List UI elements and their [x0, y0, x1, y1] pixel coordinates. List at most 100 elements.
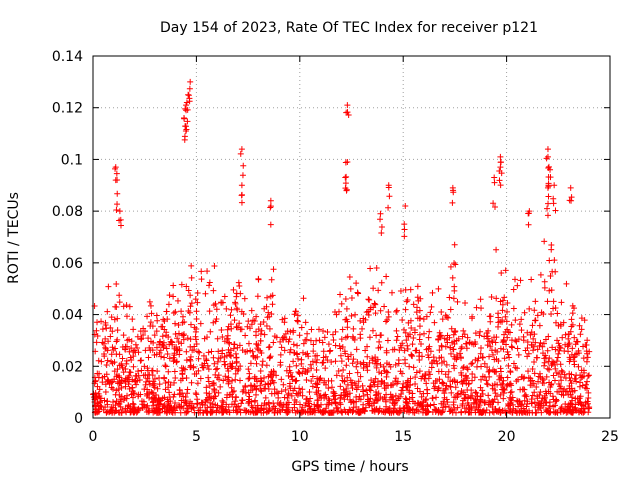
- data-point: [137, 336, 144, 343]
- data-point: [197, 375, 204, 382]
- data-point: [171, 379, 178, 386]
- data-point: [574, 395, 581, 402]
- data-point: [552, 398, 559, 405]
- data-point: [147, 319, 154, 326]
- data-point: [522, 391, 529, 398]
- data-point: [360, 319, 367, 326]
- data-point: [285, 372, 292, 379]
- data-point: [438, 359, 445, 366]
- data-point: [151, 384, 158, 391]
- data-point: [246, 393, 253, 400]
- data-point: [434, 360, 441, 367]
- data-point: [257, 375, 264, 382]
- data-point: [257, 382, 264, 389]
- data-point: [501, 355, 508, 362]
- data-point: [586, 372, 593, 379]
- data-point: [373, 405, 380, 412]
- data-point: [291, 397, 298, 404]
- data-point: [269, 301, 276, 308]
- data-point: [377, 307, 384, 314]
- data-point: [403, 298, 410, 305]
- data-point: [249, 386, 256, 393]
- data-point: [322, 365, 329, 372]
- data-point: [323, 405, 330, 412]
- data-point: [93, 327, 100, 334]
- data-point: [402, 395, 409, 402]
- data-point: [320, 354, 327, 361]
- data-point: [452, 261, 459, 268]
- data-point: [479, 373, 486, 380]
- data-point: [290, 327, 297, 334]
- data-point: [393, 308, 400, 315]
- data-point: [180, 393, 187, 400]
- data-point: [504, 381, 511, 388]
- data-point: [498, 170, 505, 177]
- data-point: [378, 370, 385, 377]
- data-point: [309, 358, 316, 365]
- data-point: [107, 324, 114, 331]
- data-point: [252, 409, 259, 416]
- data-point: [237, 363, 244, 370]
- data-point: [384, 369, 391, 376]
- data-point: [520, 405, 527, 412]
- data-point: [477, 384, 484, 391]
- data-point: [451, 287, 458, 294]
- data-point: [516, 321, 523, 328]
- data-point: [418, 393, 425, 400]
- data-point: [129, 316, 136, 323]
- data-point: [439, 316, 446, 323]
- data-point: [147, 302, 154, 309]
- data-point: [547, 174, 554, 181]
- data-point: [493, 246, 500, 253]
- data-point: [367, 387, 374, 394]
- data-point: [377, 210, 384, 217]
- x-tick-label: 15: [394, 429, 412, 445]
- data-point: [493, 368, 500, 375]
- data-point: [268, 276, 275, 283]
- data-point: [127, 354, 134, 361]
- data-point: [128, 345, 135, 352]
- data-point: [355, 408, 362, 415]
- data-point: [442, 371, 449, 378]
- data-point: [586, 348, 593, 355]
- data-point: [189, 347, 196, 354]
- data-point: [472, 330, 479, 337]
- data-point: [500, 377, 507, 384]
- data-point: [381, 367, 388, 374]
- data-point: [545, 358, 552, 365]
- data-point: [367, 265, 374, 272]
- data-point: [429, 395, 436, 402]
- data-point: [464, 366, 471, 373]
- data-point: [251, 382, 258, 389]
- data-point: [292, 308, 299, 315]
- data-point: [277, 338, 284, 345]
- data-point: [372, 310, 379, 317]
- data-point: [245, 366, 252, 373]
- data-point: [504, 300, 511, 307]
- data-point: [354, 359, 361, 366]
- data-point: [159, 341, 166, 348]
- data-point: [346, 274, 353, 281]
- data-point: [158, 353, 165, 360]
- data-point: [114, 190, 121, 197]
- data-point: [497, 345, 504, 352]
- data-point: [450, 295, 457, 302]
- data-point: [576, 322, 583, 329]
- data-point: [307, 361, 314, 368]
- data-point: [575, 363, 582, 370]
- data-point: [206, 383, 213, 390]
- data-point: [454, 354, 461, 361]
- data-point: [211, 388, 218, 395]
- data-point: [475, 355, 482, 362]
- data-point: [499, 318, 506, 325]
- data-point: [424, 401, 431, 408]
- data-point: [546, 409, 553, 416]
- data-point: [561, 386, 568, 393]
- data-point: [562, 401, 569, 408]
- data-point: [442, 312, 449, 319]
- data-point: [464, 334, 471, 341]
- data-point: [233, 293, 240, 300]
- data-point: [357, 360, 364, 367]
- data-point: [270, 266, 277, 273]
- data-point: [552, 346, 559, 353]
